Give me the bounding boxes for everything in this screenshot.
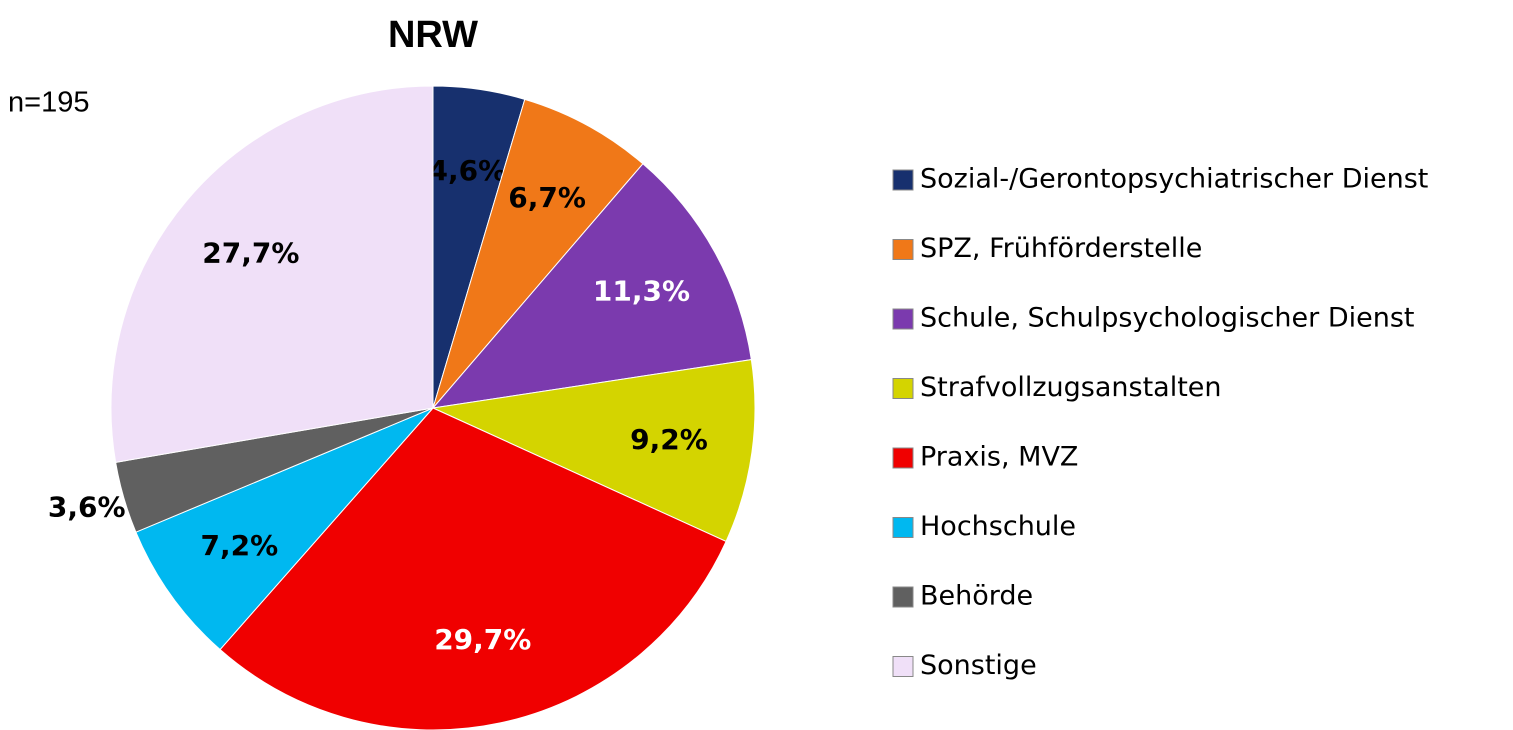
legend-swatch bbox=[892, 239, 914, 260]
legend-label: Behörde bbox=[920, 581, 1033, 612]
legend-label: Hochschule bbox=[920, 511, 1076, 542]
data-label: 3,6% bbox=[48, 491, 126, 524]
pie-slice bbox=[219, 407, 727, 730]
legend-swatch bbox=[892, 169, 914, 191]
legend-label: Sozial-/Gerontopsychiatrischer Dienst bbox=[920, 164, 1428, 195]
legend-label: Strafvollzugsanstalten bbox=[920, 372, 1222, 403]
data-label: 11,3% bbox=[593, 275, 690, 308]
chart-title: NRW bbox=[388, 14, 478, 56]
legend-label: Schule, Schulpsychologischer Dienst bbox=[920, 303, 1415, 334]
chart-subtitle: n=195 bbox=[8, 87, 89, 119]
legend-swatch bbox=[892, 308, 914, 330]
legend-swatch bbox=[892, 656, 914, 677]
data-label: 7,2% bbox=[201, 529, 279, 562]
pie-slice bbox=[431, 359, 756, 543]
data-label: 9,2% bbox=[630, 423, 708, 456]
data-label: 4,6% bbox=[428, 154, 506, 187]
legend-swatch bbox=[892, 447, 914, 469]
legend-label: Praxis, MVZ bbox=[920, 442, 1078, 473]
pie-slice bbox=[135, 407, 434, 651]
legend-label: Sonstige bbox=[920, 650, 1037, 681]
legend-label: SPZ, Frühförderstelle bbox=[920, 233, 1202, 264]
pie-slice bbox=[432, 98, 644, 409]
legend-swatch bbox=[892, 517, 914, 538]
pie-slice bbox=[110, 85, 434, 463]
data-label: 29,7% bbox=[434, 623, 531, 656]
pie-slice bbox=[431, 163, 752, 409]
data-label: 27,7% bbox=[202, 236, 299, 269]
legend-swatch bbox=[892, 586, 914, 608]
legend-swatch bbox=[892, 378, 914, 399]
data-label: 6,7% bbox=[508, 181, 586, 214]
